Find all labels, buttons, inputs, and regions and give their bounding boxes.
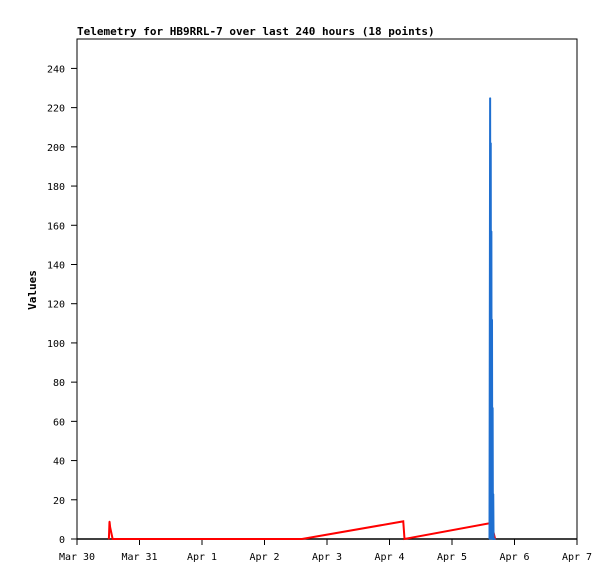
x-tick-label: Apr 4 xyxy=(374,552,404,563)
series-line-0 xyxy=(107,520,497,541)
y-tick-label: 200 xyxy=(47,143,65,154)
x-tick-label: Apr 5 xyxy=(437,552,467,563)
y-axis: 0 20 40 60 80 100 120 140 160 180 200 220 240 xyxy=(47,64,77,546)
y-tick-label: 120 xyxy=(47,300,65,311)
y-axis-label: Values xyxy=(26,270,39,310)
y-tick-label: 140 xyxy=(47,260,65,271)
data-point xyxy=(492,493,494,495)
x-tick-label: Apr 2 xyxy=(249,552,279,563)
data-point xyxy=(491,318,493,320)
plot-frame xyxy=(76,38,578,540)
y-tick-label: 80 xyxy=(53,378,65,389)
data-point xyxy=(402,520,404,522)
data-point xyxy=(112,538,114,540)
x-tick-label: Apr 7 xyxy=(562,552,592,563)
data-point xyxy=(492,407,494,409)
y-tick-label: 40 xyxy=(53,457,65,468)
data-point xyxy=(490,142,492,144)
data-point xyxy=(301,538,303,540)
data-point xyxy=(403,538,406,540)
y-tick-label: 0 xyxy=(59,535,65,546)
data-point xyxy=(108,538,110,540)
x-tick-label: Mar 31 xyxy=(121,552,157,563)
x-tick-label: Apr 1 xyxy=(187,552,217,563)
series-line-1 xyxy=(488,97,496,540)
data-point xyxy=(109,526,111,528)
y-tick-label: 180 xyxy=(47,182,65,193)
data-point xyxy=(488,538,491,540)
x-axis: Mar 30 Mar 31 Apr 1 Apr 2 Apr 3 Apr 4 Apr 5 Apr… xyxy=(59,539,592,563)
data-point xyxy=(490,230,492,232)
data-point xyxy=(110,532,112,534)
data-point xyxy=(489,97,491,99)
x-tick-label: Mar 30 xyxy=(59,552,95,563)
y-tick-label: 240 xyxy=(47,64,65,75)
y-tick-label: 160 xyxy=(47,221,65,232)
chart-title: Telemetry for HB9RRL-7 over last 240 hou… xyxy=(77,25,435,38)
y-tick-label: 220 xyxy=(47,104,65,115)
y-tick-label: 20 xyxy=(53,496,65,507)
x-tick-label: Apr 6 xyxy=(499,552,529,563)
data-point xyxy=(494,538,496,540)
x-tick-label: Apr 3 xyxy=(312,552,342,563)
y-tick-label: 60 xyxy=(53,417,65,428)
y-tick-label: 100 xyxy=(47,339,65,350)
series-layer xyxy=(77,97,577,541)
data-point xyxy=(108,520,111,522)
